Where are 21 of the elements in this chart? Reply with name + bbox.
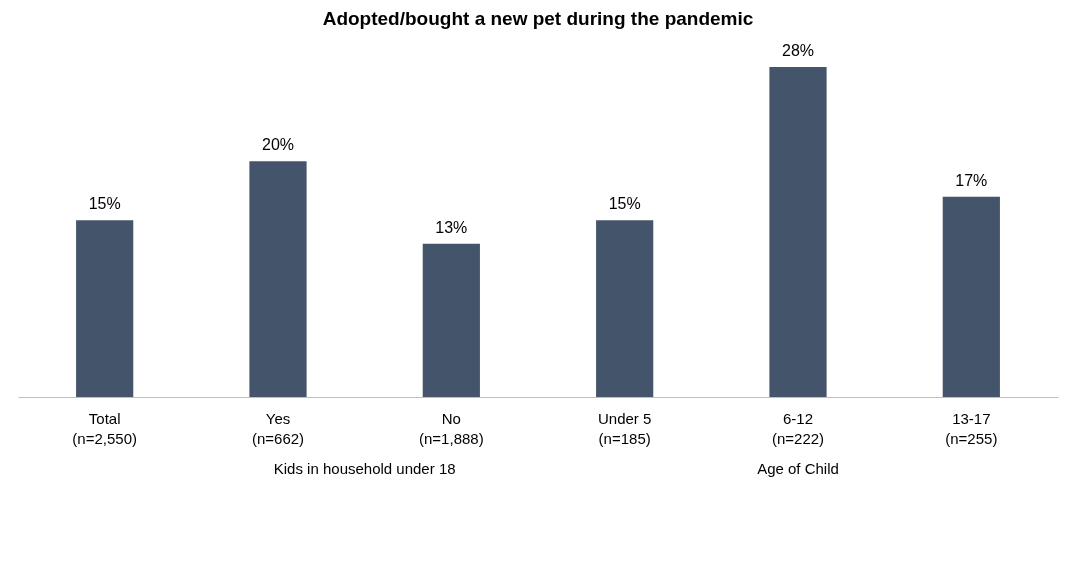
bar	[596, 220, 654, 397]
data-label: 28%	[781, 42, 815, 59]
x-tick-label: 13-17 (n=255)	[945, 409, 998, 447]
bar	[769, 67, 827, 397]
x-tick-label: Yes (n=662)	[251, 409, 305, 447]
chart-title: Adopted/bought a new pet during the pandemic	[322, 8, 754, 29]
text: Kids in household under 18	[273, 460, 456, 477]
data-label: 17%	[955, 171, 988, 189]
data-label: 15%	[608, 195, 641, 213]
x-tick-label: Total (n=2,550)	[72, 409, 137, 447]
bar	[76, 220, 134, 397]
bar	[422, 243, 480, 397]
x-tick-label: Under 5 (n=185)	[597, 409, 652, 447]
data-label: 15%	[88, 195, 121, 213]
x-tick-label: 6-12 (n=222)	[771, 409, 825, 447]
x-tick-label: No (n=1,888)	[419, 409, 484, 447]
data-label: 20%	[261, 136, 295, 154]
data-label: 13%	[435, 218, 468, 236]
bar	[249, 161, 307, 397]
text: Age of Child	[757, 460, 839, 477]
bar	[942, 196, 1000, 397]
